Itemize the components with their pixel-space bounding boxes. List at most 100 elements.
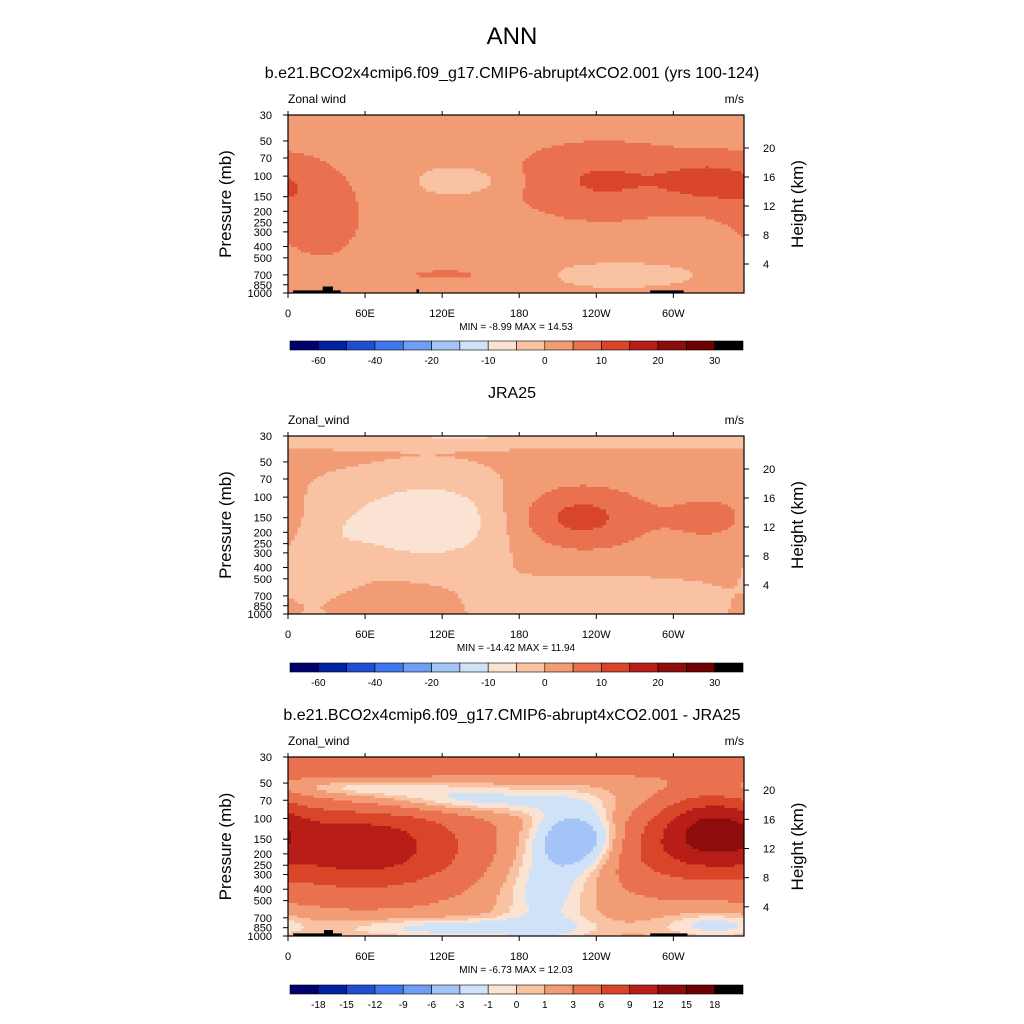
x-tick-label: 120E	[429, 308, 455, 320]
colorbar-box	[629, 984, 659, 995]
y-tick-label: 250	[254, 860, 272, 872]
variable-label: Zonal_wind	[288, 413, 349, 427]
y-tick-label: 200	[254, 527, 272, 539]
colorbar-box	[516, 984, 546, 995]
page-title: ANN	[487, 23, 538, 50]
y-tick-label: 100	[254, 813, 272, 825]
colorbar-label: -3	[455, 1000, 464, 1011]
x-tick-label: 0	[285, 308, 291, 320]
colorbar-label: 12	[653, 1000, 665, 1011]
y-tick-label: 850	[254, 923, 272, 935]
y2-axis-label: Height (km)	[788, 481, 807, 569]
colorbar-label: -20	[424, 678, 439, 689]
colorbar-box	[544, 340, 574, 351]
y2-tick-label: 20	[763, 143, 775, 155]
y-tick-label: 300	[254, 227, 272, 239]
colorbar-label: 1	[542, 1000, 548, 1011]
colorbar-box	[402, 340, 432, 351]
y-axis-label: Pressure (mb)	[216, 150, 235, 258]
y-tick-label: 300	[254, 548, 272, 560]
colorbar-label: 20	[653, 356, 665, 367]
y-tick-label: 500	[254, 896, 272, 908]
colorbar-box	[431, 340, 461, 351]
y2-tick-label: 4	[763, 580, 769, 592]
contour-field	[288, 115, 745, 294]
y-tick-label: 1000	[248, 609, 272, 621]
colorbar-box	[374, 984, 404, 995]
y-tick-label: 30	[260, 110, 272, 122]
panel-title: b.e21.BCO2x4cmip6.f09_g17.CMIP6-abrupt4x…	[283, 707, 740, 724]
colorbar-box	[346, 984, 376, 995]
min-max-stats: MIN = -6.73 MAX = 12.03	[459, 965, 573, 976]
x-tick-label: 0	[285, 951, 291, 963]
units-label: m/s	[725, 734, 744, 748]
plot-frame	[287, 756, 745, 937]
colorbar-label: 20	[653, 678, 665, 689]
colorbar-label: 0	[542, 678, 548, 689]
y-tick-label: 70	[260, 153, 272, 165]
x-tick-label: 120W	[582, 629, 611, 641]
y2-tick-label: 8	[763, 873, 769, 885]
colorbar-label: -40	[368, 678, 383, 689]
y-axis-label: Pressure (mb)	[216, 471, 235, 579]
colorbar-label: -1	[484, 1000, 493, 1011]
colorbar-box	[318, 340, 347, 351]
colorbar-box	[714, 662, 744, 673]
colorbar-label: 9	[627, 1000, 633, 1011]
colorbar-box	[657, 662, 687, 673]
colorbar-box	[572, 662, 602, 673]
colorbar-label: 18	[709, 1000, 721, 1011]
x-tick-label: 120E	[429, 629, 455, 641]
colorbar-box	[289, 340, 319, 351]
x-tick-label: 60W	[662, 308, 685, 320]
colorbar-box	[544, 984, 574, 995]
colorbar-box	[374, 340, 404, 351]
y2-tick-label: 4	[763, 902, 769, 914]
colorbar-label: 10	[596, 678, 608, 689]
colorbar-label: 3	[570, 1000, 576, 1011]
colorbar-box	[686, 340, 715, 351]
colorbar-label: -6	[427, 1000, 436, 1011]
y2-tick-label: 8	[763, 551, 769, 563]
terrain-mask	[322, 286, 333, 293]
y-tick-label: 50	[260, 136, 272, 148]
y-tick-label: 70	[260, 474, 272, 486]
terrain-mask	[650, 290, 684, 293]
y-tick-label: 50	[260, 778, 272, 790]
y2-tick-label: 20	[763, 785, 775, 797]
y2-tick-label: 16	[763, 172, 775, 184]
x-tick-label: 180	[510, 308, 528, 320]
y-tick-label: 30	[260, 431, 272, 443]
y2-tick-label: 20	[763, 464, 775, 476]
colorbar-label: 30	[709, 678, 721, 689]
colorbar-label: -40	[368, 356, 383, 367]
y-tick-label: 500	[254, 574, 272, 586]
colorbar-box	[374, 662, 404, 673]
min-max-stats: MIN = -8.99 MAX = 14.53	[459, 322, 573, 333]
chart-panel-2: JRA25 Zonal_wind m/s 0 60E 120E 180 120W 60W 30 50…	[216, 385, 807, 689]
y-tick-label: 250	[254, 218, 272, 230]
x-tick-label: 60E	[355, 951, 375, 963]
colorbar-label: -9	[399, 1000, 408, 1011]
colorbar-box	[544, 662, 574, 673]
y2-axis-label: Height (km)	[788, 160, 807, 248]
y-tick-label: 300	[254, 870, 272, 882]
colorbar-label: -60	[311, 678, 326, 689]
y2-tick-label: 12	[763, 843, 775, 855]
terrain-mask	[650, 933, 688, 936]
y2-axis-label: Height (km)	[788, 803, 807, 891]
y-tick-label: 250	[254, 539, 272, 551]
colorbar-box	[686, 984, 715, 995]
colorbar-box	[459, 984, 489, 995]
y2-tick-label: 12	[763, 522, 775, 534]
terrain-mask	[293, 290, 341, 293]
variable-label: Zonal wind	[288, 92, 346, 106]
colorbar-box	[346, 340, 376, 351]
y-tick-label: 700	[254, 591, 272, 603]
colorbar-label: 15	[681, 1000, 693, 1011]
y-tick-label: 1000	[248, 931, 272, 943]
colorbar-box	[629, 662, 659, 673]
colorbar-box	[487, 662, 517, 673]
colorbar-box	[629, 340, 659, 351]
